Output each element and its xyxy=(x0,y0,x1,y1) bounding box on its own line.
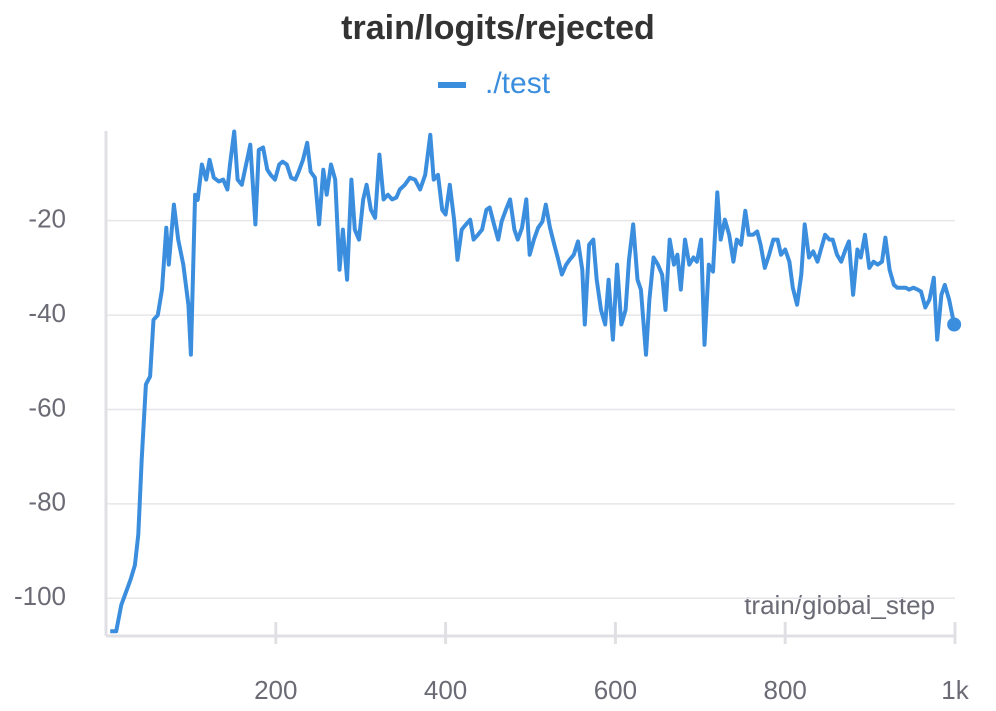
x-axis-label: train/global_step xyxy=(744,590,935,620)
y-tick-label: -80 xyxy=(28,487,66,517)
x-tick-label: 400 xyxy=(424,675,467,705)
chart-title: train/logits/rejected xyxy=(341,9,655,47)
line-series xyxy=(110,129,957,634)
x-tick-label: 600 xyxy=(594,675,637,705)
x-tick-label: 200 xyxy=(254,675,297,705)
y-tick-label: -100 xyxy=(14,581,66,611)
y-tick-label: -60 xyxy=(28,392,66,422)
y-tick-label: -40 xyxy=(28,298,66,328)
y-tick-label: -20 xyxy=(28,204,66,234)
x-tick-label: 800 xyxy=(764,675,807,705)
x-tick-label: 1k xyxy=(941,675,969,705)
legend-label: ./test xyxy=(485,67,551,100)
end-point xyxy=(947,317,962,332)
